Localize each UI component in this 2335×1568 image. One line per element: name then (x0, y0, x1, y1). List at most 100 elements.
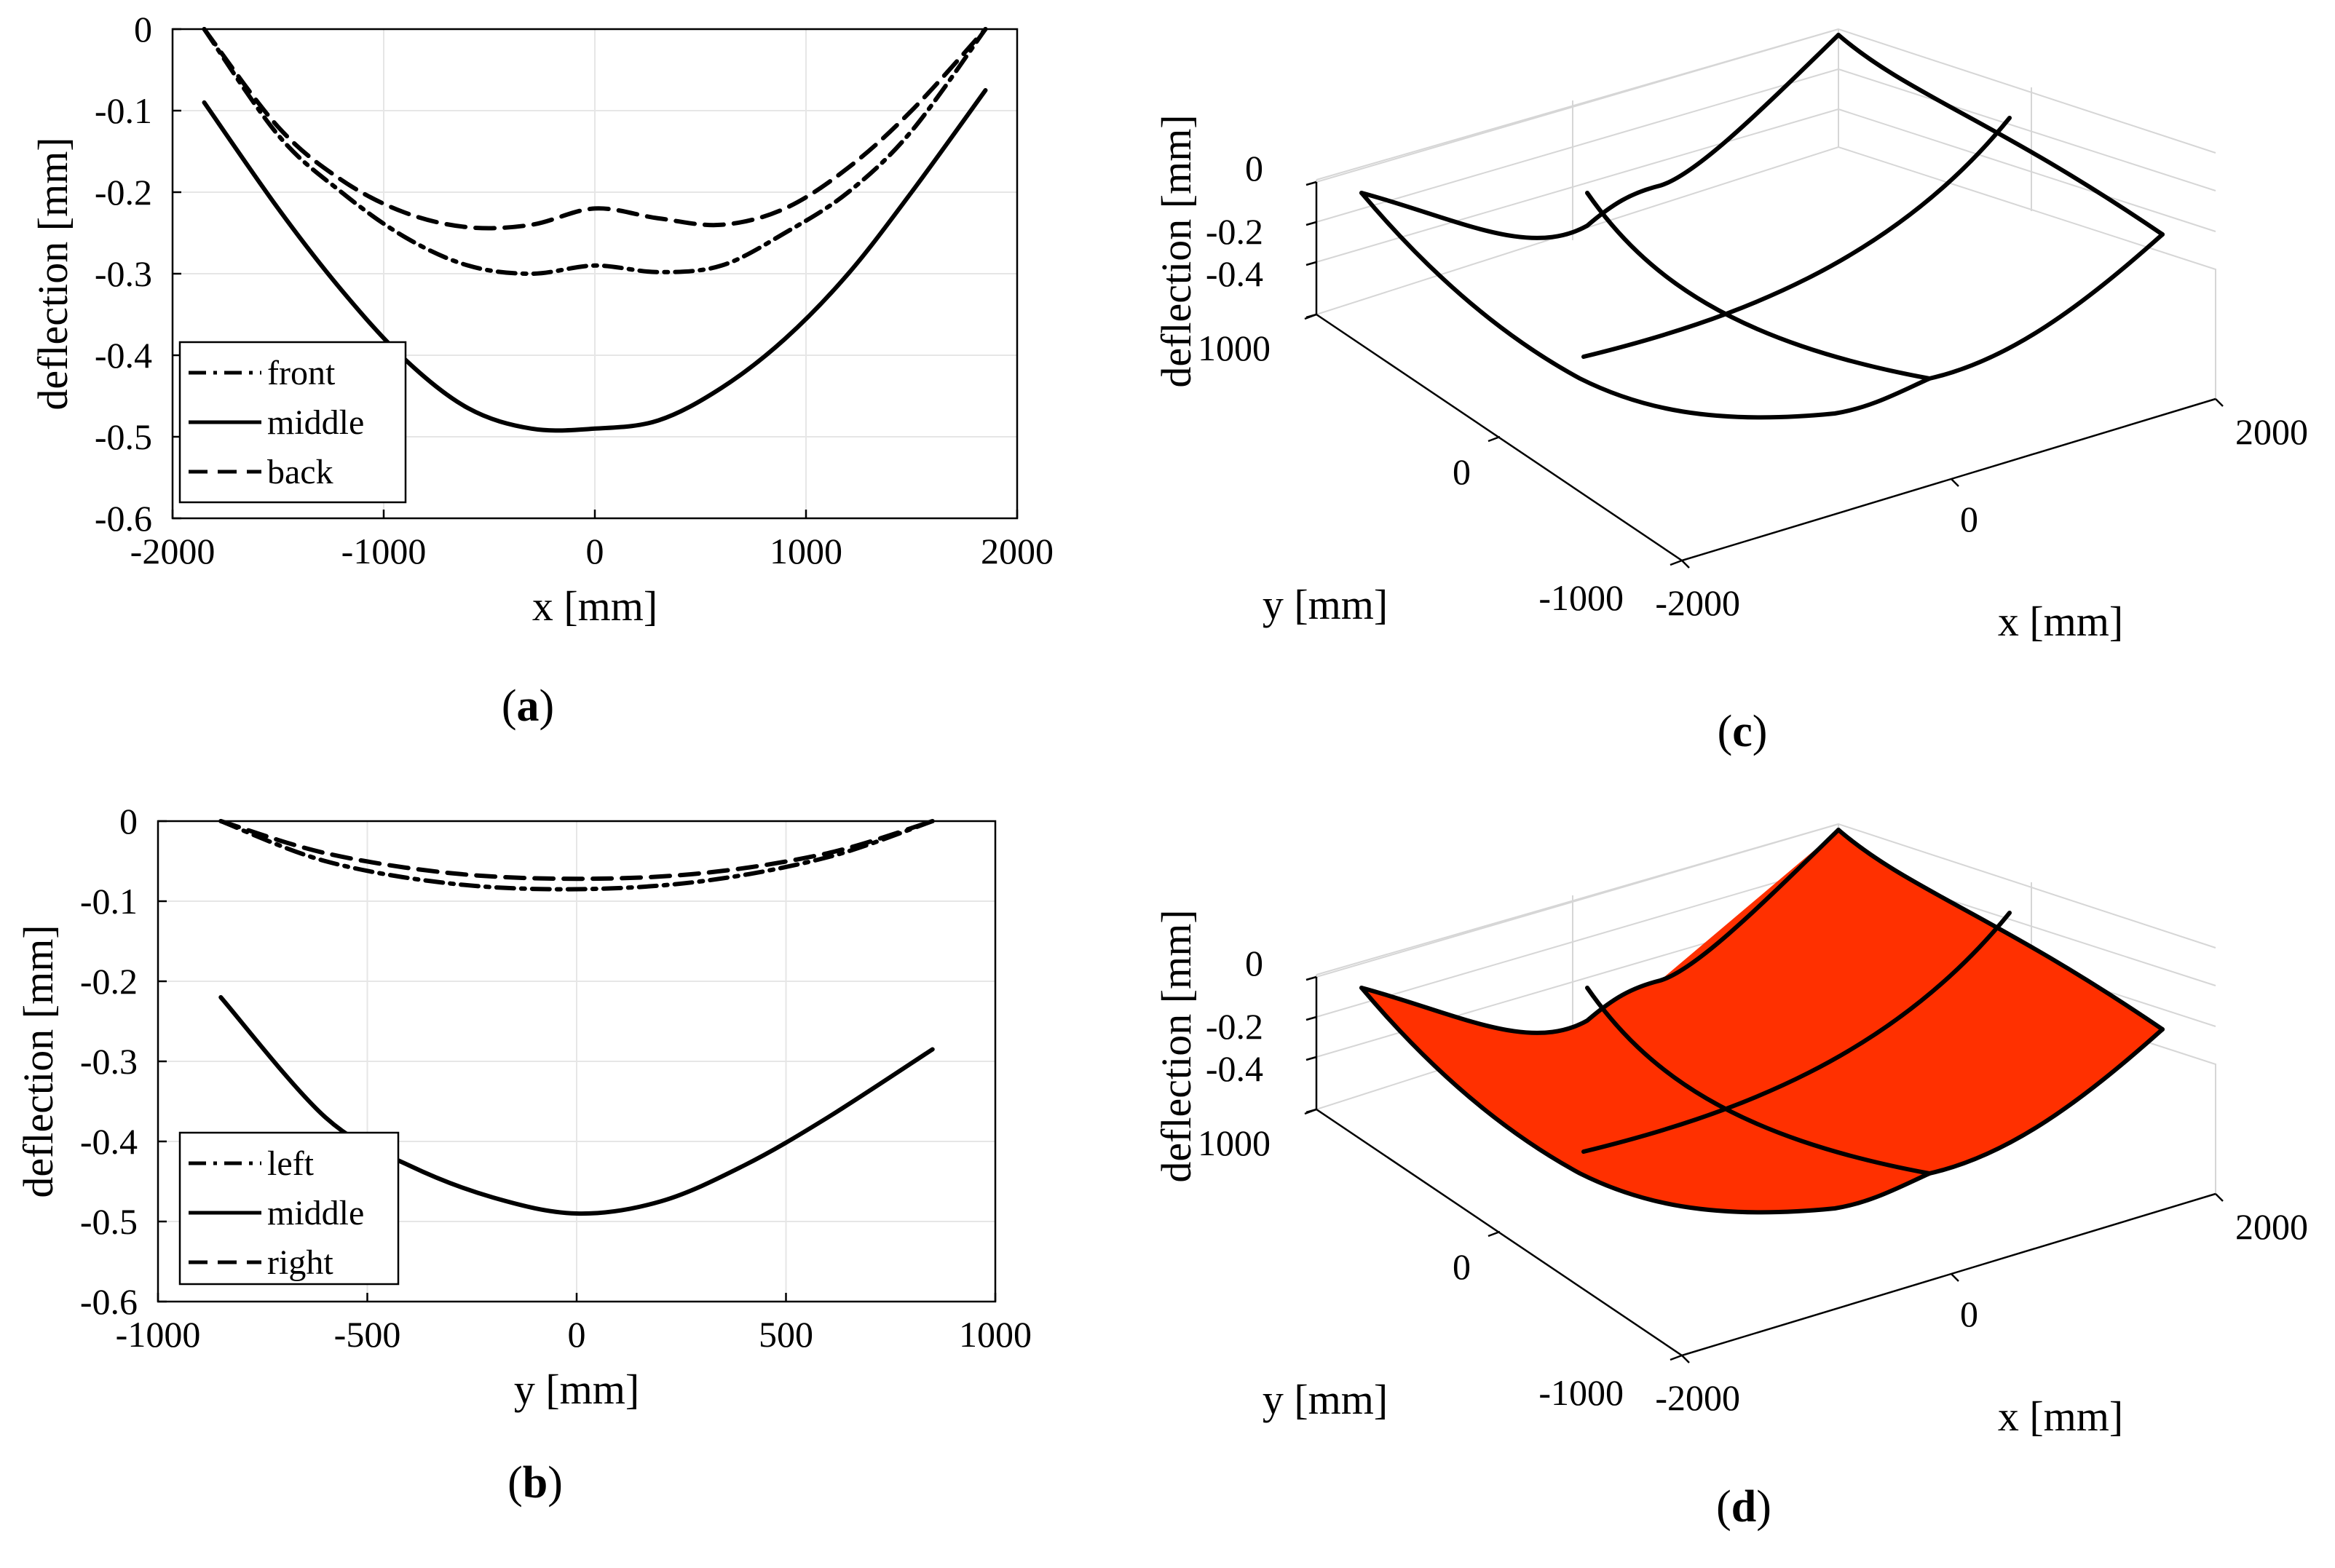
panel-label-a: (a) (502, 681, 554, 731)
y-tick-label: -0.2 (80, 961, 138, 1002)
series-line-front (202, 27, 988, 276)
y-tick-label: 1000 (1198, 328, 1271, 368)
y-axis-label: deflection [mm] (29, 137, 76, 410)
x-tick-label: 1000 (770, 531, 842, 571)
legend-box (178, 1131, 400, 1286)
x-tick-label: 0 (1960, 1294, 1978, 1334)
x-tick-mark (1681, 560, 1690, 569)
x-axis-label: y [mm] (514, 1366, 639, 1413)
edge-right-top (1836, 33, 2165, 237)
edge-right-top (1836, 828, 2165, 1032)
legend: left middle right (178, 1131, 400, 1286)
y-tick-label: -0.4 (95, 335, 152, 376)
z-gridline (1838, 68, 2216, 191)
x-tick-label: -500 (334, 1314, 401, 1355)
edge-back (1359, 191, 2165, 420)
series-line-middle (202, 88, 988, 433)
y-tick-mark (1670, 1354, 1683, 1361)
y-tick-label: 0 (119, 801, 138, 842)
mid-line-y (1585, 986, 1932, 1176)
y-tick-label: 0 (134, 9, 152, 50)
x-tick-label: 0 (1960, 499, 1978, 539)
x-axis-label: x [mm] (1998, 598, 2123, 645)
legend-label-right: right (267, 1243, 333, 1282)
z-axis-label: deflection [mm] (1153, 114, 1200, 387)
chart-c: 0 -0.2-0.4 1000 0 -1000 -2000 0 2000 x [mm] y [mm… (1153, 28, 2308, 756)
x-tick-mark (2215, 398, 2224, 407)
x-tick-label: 0 (568, 1314, 586, 1355)
y-tick-label: -0.1 (80, 881, 138, 922)
axes-box (1316, 28, 2216, 399)
x-tick-label: -1000 (341, 531, 427, 571)
z-grid (1316, 28, 1839, 183)
series-line-right (218, 819, 935, 882)
y-tick-label: 1000 (1198, 1122, 1271, 1163)
z-tick-label: -0.4 (1206, 253, 1263, 294)
x-tick-mark (2215, 1193, 2224, 1202)
x-tick-mark (1951, 1273, 1959, 1282)
chart-b: -1000 -500 0 500 1000 -0.6 -0.5 -0.4 -0.3 -0.2 -0.… (15, 801, 1032, 1508)
legend-label-middle: middle (267, 1194, 364, 1232)
edge-front (1359, 33, 1841, 240)
y-tick-label: -0.5 (80, 1201, 138, 1242)
z-tick-mark (1305, 975, 1317, 981)
panel-label-d: (d) (1716, 1482, 1771, 1532)
y-tick-label: -0.6 (95, 498, 152, 539)
x-axis-label: x [mm] (1998, 1393, 2123, 1440)
x-tick-label: -2000 (130, 531, 216, 571)
surface-fill (1362, 830, 2162, 1213)
panel-label-b: (b) (507, 1458, 563, 1508)
y-tick-label: -0.6 (80, 1281, 138, 1322)
z-axis-label: deflection [mm] (1153, 909, 1200, 1182)
z-tick-label: -0.2 (1206, 211, 1263, 252)
z-tick-mark (1305, 1015, 1317, 1021)
legend-label-left: left (267, 1144, 315, 1183)
x-axis-label: x [mm] (532, 582, 657, 630)
y-tick-mark (1304, 313, 1317, 320)
z-grid (1316, 823, 1839, 978)
z-tick-label: -0.4 (1206, 1048, 1263, 1089)
legend-label-front: front (267, 354, 336, 392)
y-tick-label: 0 (1453, 451, 1471, 492)
z-gridline (1316, 108, 1839, 263)
legend-label-middle: middle (267, 403, 364, 442)
x-tick-label: 500 (759, 1314, 813, 1355)
axis-lines (1315, 182, 2216, 562)
z-tick-label: 0 (1245, 148, 1263, 189)
z-tick-mark (1305, 261, 1317, 266)
y-tick-mark (1304, 1108, 1317, 1115)
y-tick-label: -0.3 (95, 253, 152, 294)
x-tick-label: 2000 (2235, 411, 2308, 452)
y-tick-label: -1000 (1538, 1372, 1624, 1413)
x-tick-label: 0 (586, 531, 604, 571)
y-tick-mark (1670, 559, 1683, 566)
y-tick-label: -0.5 (95, 416, 152, 457)
x-tick-mark (1951, 478, 1959, 487)
x-tick-label: 1000 (959, 1314, 1032, 1355)
y-axis-label: y [mm] (1263, 581, 1388, 628)
x-tick-label: -2000 (1655, 1377, 1740, 1418)
y-tick-label: -0.2 (95, 172, 152, 213)
z-gridline (1316, 68, 1839, 223)
y-tick-label: -1000 (1538, 577, 1624, 618)
panel-label-c: (c) (1718, 707, 1768, 756)
back-wall-outline (1316, 146, 2216, 399)
z-gridline (1316, 863, 1839, 1018)
legend-label-back: back (267, 453, 333, 491)
mid-line-x (1581, 911, 2012, 1154)
x-tick-label: 2000 (981, 531, 1054, 571)
y-axis-label: deflection [mm] (15, 924, 62, 1197)
y-tick-label: -0.3 (80, 1041, 138, 1082)
x-tick-mark (1681, 1355, 1690, 1363)
y-tick-label: -0.1 (95, 90, 152, 131)
x-tick-label: 2000 (2235, 1206, 2308, 1247)
z-tick-mark (1305, 1056, 1317, 1061)
series-line-middle (218, 995, 935, 1216)
y-tick-label: -0.4 (80, 1121, 138, 1162)
chart-d: 0 -0.2-0.4 1000 0 -1000 -2000 0 2000 x [mm] y [mm… (1153, 823, 2308, 1532)
edge-front (1359, 828, 1841, 1035)
mid-line-y (1585, 191, 1932, 381)
z-tick-label: 0 (1245, 943, 1263, 983)
x-tick-label: -1000 (116, 1314, 201, 1355)
